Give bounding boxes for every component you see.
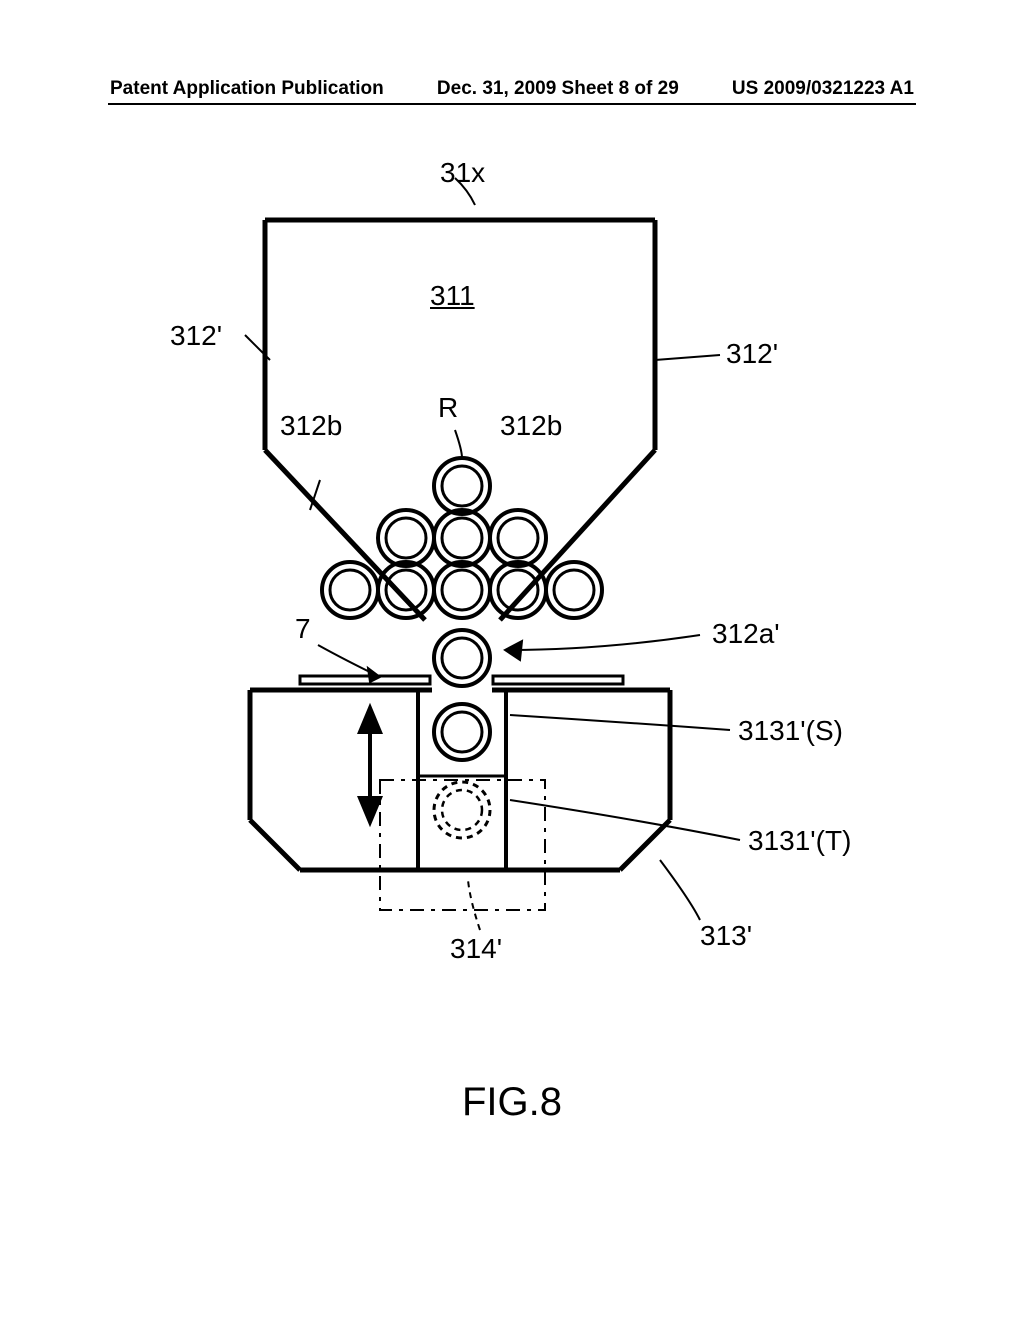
figure-svg [0, 160, 1024, 1060]
label-3131T: 3131'(T) [748, 825, 851, 857]
label-312b-right: 312b [500, 410, 562, 442]
label-312-right: 312' [726, 338, 778, 370]
figure-8: 31x 311 312' 312' 312b 312b R 7 312a' 31… [0, 160, 1024, 1060]
label-313: 313' [700, 920, 752, 952]
header-left: Patent Application Publication [110, 78, 384, 100]
figure-caption: FIG.8 [0, 1080, 1024, 1125]
header-center: Dec. 31, 2009 Sheet 8 of 29 [437, 78, 679, 100]
header-right: US 2009/0321223 A1 [732, 78, 914, 100]
label-311: 311 [430, 280, 475, 312]
label-312a: 312a' [712, 618, 780, 650]
label-R: R [438, 392, 458, 424]
label-7: 7 [295, 613, 311, 645]
label-312b-left: 312b [280, 410, 342, 442]
label-31x: 31x [440, 157, 485, 189]
label-314: 314' [450, 933, 502, 965]
label-3131S: 3131'(S) [738, 715, 843, 747]
header-rule [108, 103, 916, 105]
label-312-left: 312' [170, 320, 222, 352]
